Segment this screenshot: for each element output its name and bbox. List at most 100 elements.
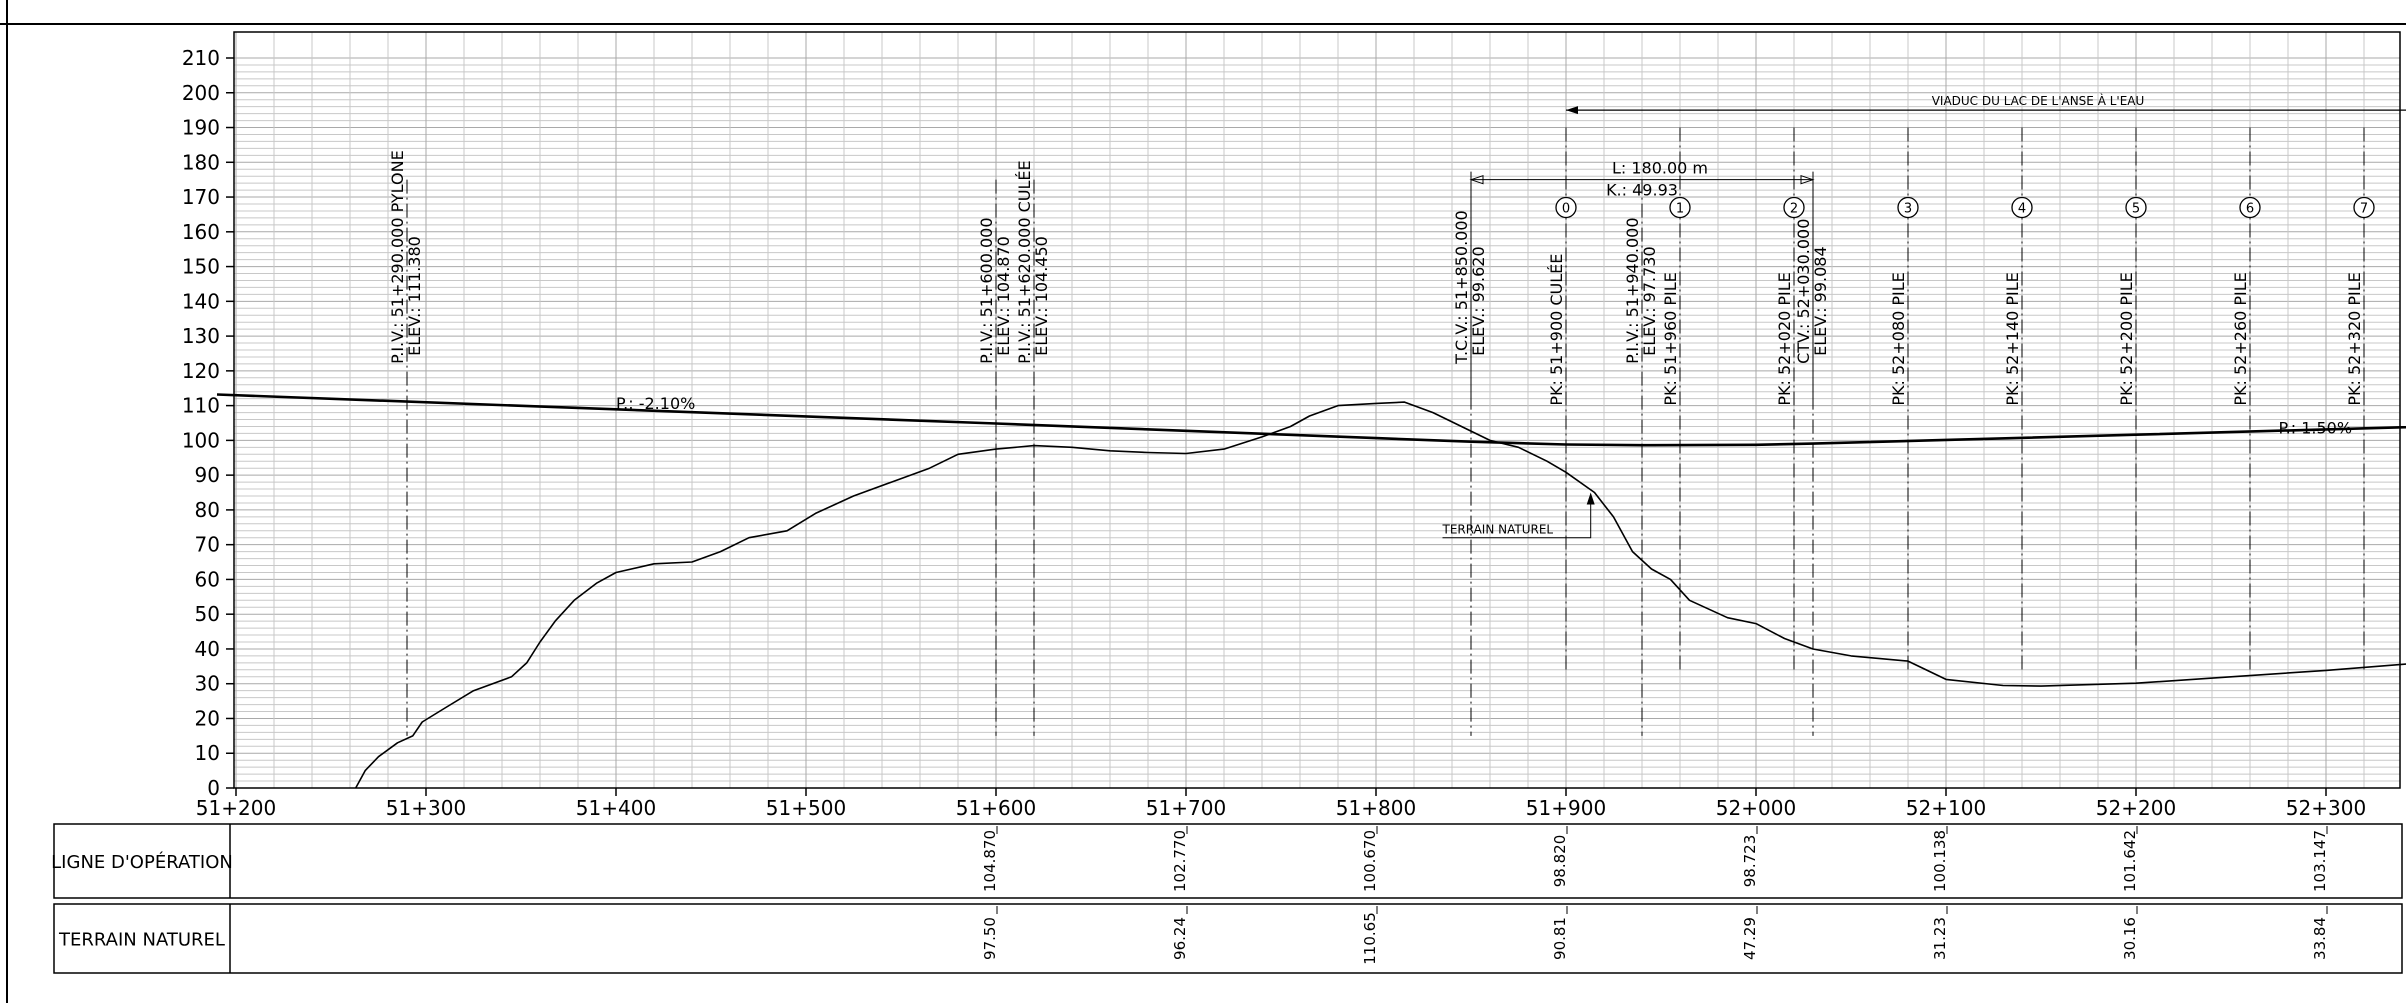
band-frame [53, 823, 2403, 899]
pier-number-bubble [1669, 196, 1691, 219]
marker-label: PK: 52+200 PILE [2117, 272, 2136, 405]
y-tick-label: 120 [182, 359, 220, 383]
marker-elevation-label: ELEV.: 111.380 [405, 236, 424, 356]
y-tick-label: 180 [182, 150, 220, 174]
x-tick-label: 52+100 [1906, 796, 1986, 820]
x-tick-label: 52+000 [1716, 796, 1796, 820]
curve-length-label: L: 180.00 m [1612, 159, 1708, 178]
y-tick-label: 60 [195, 567, 220, 591]
marker-label: PK: 52+020 PILE [1775, 272, 1794, 405]
marker-label: T.C.V.: 51+850.000 [1452, 210, 1471, 365]
band-value: 102.770 [1171, 830, 1189, 892]
curve-arrow-end [1800, 174, 1815, 185]
band-value: 104.870 [981, 830, 999, 892]
terrain-callout-leader [1442, 500, 1592, 539]
curve-arrow-start [1469, 174, 1484, 185]
grade-label: P.: 1.50% [2279, 418, 2353, 437]
pier-number: 5 [2132, 201, 2140, 216]
band-value: 30.16 [2121, 917, 2139, 960]
x-tick-label: 51+800 [1336, 796, 1416, 820]
plot-grid [234, 32, 2400, 789]
plot-frame [233, 31, 2401, 789]
x-axis: 51+200 51+300 51+400 51+500 51+600 51+700 51+8… [196, 788, 2366, 820]
pier-number: 4 [2018, 201, 2026, 216]
viaduct-label: VIADUC DU LAC DE L'ANSE À L'EAU [1932, 93, 2145, 108]
band-label: LIGNE D'OPÉRATION [51, 851, 233, 873]
y-tick-label: 210 [182, 46, 220, 70]
band-label: TERRAIN NATUREL [58, 930, 225, 951]
y-tick-label: 40 [195, 637, 220, 661]
marker-elevation-label: ELEV.: 104.870 [994, 236, 1013, 356]
y-tick-label: 20 [195, 706, 220, 730]
x-tick-label: 51+900 [1526, 796, 1606, 820]
x-tick-label: 51+700 [1146, 796, 1226, 820]
band-value: 110.65 [1361, 912, 1379, 965]
pier-number-bubble [2125, 196, 2147, 219]
pier-number: 6 [2246, 201, 2254, 216]
band-value: 100.670 [1361, 830, 1379, 892]
y-tick-label: 80 [195, 498, 220, 522]
operating-line-profile [216, 393, 2406, 447]
x-tick-label: 51+600 [956, 796, 1036, 820]
pier-number: 3 [1904, 201, 1912, 216]
y-tick-label: 160 [182, 220, 220, 244]
profile-series [216, 393, 2406, 789]
y-tick-label: 200 [182, 81, 220, 105]
y-tick-label: 50 [195, 602, 220, 626]
y-tick-label: 150 [182, 255, 220, 279]
y-tick-label: 130 [182, 324, 220, 348]
marker-elevation-label: ELEV.: 99.084 [1811, 246, 1830, 356]
pier-number-bubble [2239, 196, 2261, 219]
marker-elevation-label: ELEV.: 104.450 [1032, 236, 1051, 356]
band-frame [53, 903, 2403, 974]
annotations: P.: -2.10% P.: 1.50% VIADUC DU LAC DE L'AN… [616, 93, 2406, 539]
pier-number-bubble [2011, 196, 2033, 219]
y-tick-label: 190 [182, 116, 220, 140]
band-value: 47.29 [1741, 917, 1759, 960]
y-tick-label: 70 [195, 533, 220, 557]
y-axis: 0 10 20 30 40 50 60 70 80 90 100 110 120 130 140 150 160… [182, 46, 234, 800]
band-value: 100.138 [1931, 830, 1949, 892]
pier-number: 1 [1676, 201, 1684, 216]
marker-label: PK: 51+900 CULÉE [1547, 254, 1566, 406]
pier-number-bubble [1555, 196, 1577, 219]
y-tick-label: 140 [182, 289, 220, 313]
y-tick-label: 90 [195, 463, 220, 487]
x-tick-label: 51+200 [196, 796, 276, 820]
pier-number-bubble [1783, 196, 1805, 219]
band-value: 96.24 [1171, 917, 1189, 960]
y-tick-label: 100 [182, 428, 220, 452]
viaduct-arrow-start [1566, 106, 1578, 115]
pier-number: 2 [1790, 201, 1798, 216]
marker-label: P.I.V.: 51+620.000 CULÉE [1015, 160, 1034, 364]
grade-label: P.: -2.10% [616, 394, 695, 413]
marker-label: CTV.: 52+030.000 [1794, 219, 1813, 364]
band-value: 31.23 [1931, 917, 1949, 960]
natural-terrain-profile [354, 401, 2406, 789]
terrain-callout-label: TERRAIN NATUREL [1442, 523, 1554, 537]
band-value: 98.723 [1741, 835, 1759, 888]
marker-label: PK: 52+260 PILE [2231, 272, 2250, 405]
x-tick-label: 51+400 [576, 796, 656, 820]
band-value: 90.81 [1551, 917, 1569, 960]
pier-number: 7 [2360, 201, 2368, 216]
terrain-callout-arrow [1586, 492, 1595, 505]
data-bands: LIGNE D'OPÉRATION 104.870 102.770 100.670 98… [51, 823, 2403, 974]
y-tick-label: 170 [182, 185, 220, 209]
x-tick-label: 52+300 [2286, 796, 2366, 820]
marker-elevation-label: ELEV.: 97.730 [1640, 246, 1659, 356]
y-tick-label: 110 [182, 394, 220, 418]
x-tick-label: 51+300 [386, 796, 466, 820]
marker-label: P.I.V.: 51+290.000 PYLONE [388, 150, 407, 364]
y-tick-label: 0 [207, 776, 220, 800]
marker-label: PK: 52+080 PILE [1889, 272, 1908, 405]
band-value: 97.50 [981, 917, 999, 960]
y-tick-label: 30 [195, 672, 220, 696]
marker-label: P.I.V.: 51+940.000 [1623, 217, 1642, 363]
band-value: 101.642 [2121, 830, 2139, 892]
pier-number-bubble [1897, 196, 1919, 219]
marker-elevation-label: ELEV.: 99.620 [1469, 246, 1488, 356]
pier-number-bubble [2353, 196, 2375, 219]
